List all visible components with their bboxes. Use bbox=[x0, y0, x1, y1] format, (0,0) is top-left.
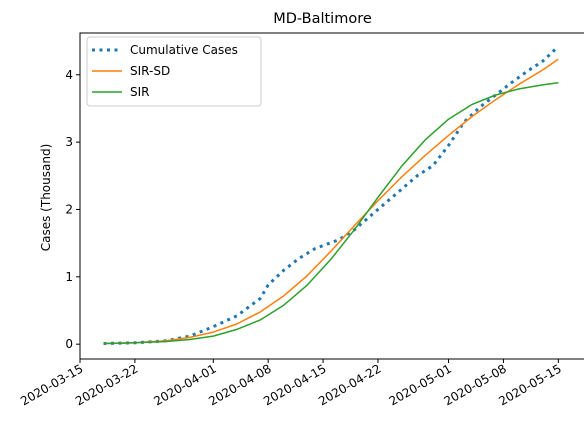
y-axis-label: Cases (Thousand) bbox=[39, 144, 53, 252]
x-tick-label: 2020-04-22 bbox=[316, 361, 383, 408]
x-tick-label: 2020-03-22 bbox=[73, 361, 140, 408]
y-tick-label: 0 bbox=[65, 337, 73, 351]
x-tick-label: 2020-05-15 bbox=[496, 361, 563, 408]
legend: Cumulative Cases SIR-SD SIR bbox=[86, 36, 262, 107]
plot-frame bbox=[79, 32, 584, 360]
series-line-1 bbox=[103, 58, 559, 345]
y-tick-label: 3 bbox=[65, 135, 73, 149]
y-axis-ticks: 0 1 2 3 4 bbox=[65, 68, 80, 351]
legend-label-1: SIR-SD bbox=[130, 64, 170, 78]
series-layer bbox=[103, 45, 560, 345]
y-tick-label: 4 bbox=[65, 68, 73, 82]
legend-box bbox=[86, 36, 262, 107]
legend-label-0: Cumulative Cases bbox=[130, 43, 238, 57]
series-line-2 bbox=[103, 82, 559, 345]
legend-label-2: SIR bbox=[130, 85, 150, 99]
y-tick-label: 2 bbox=[65, 202, 73, 216]
y-tick-label: 1 bbox=[65, 270, 73, 284]
chart-title: MD-Baltimore bbox=[273, 11, 372, 27]
